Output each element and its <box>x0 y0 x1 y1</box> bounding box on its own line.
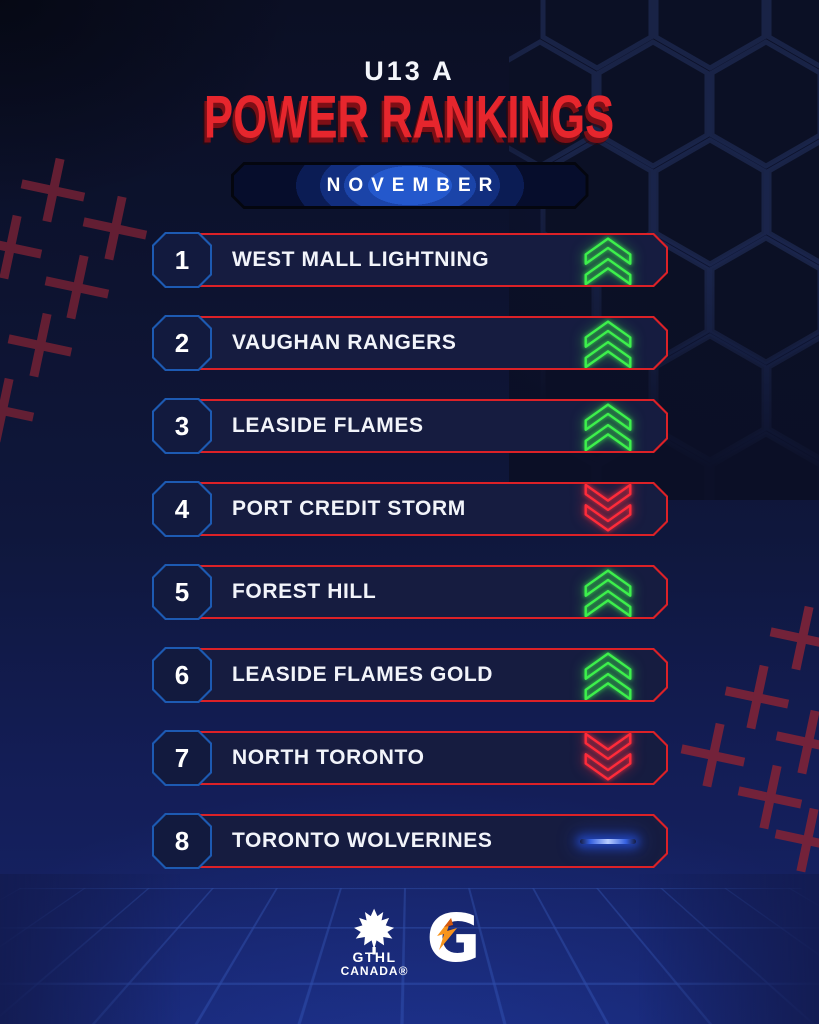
ranking-row: FOREST HILL 5 <box>152 565 668 619</box>
ranking-row-bar: WEST MALL LIGHTNING <box>180 233 668 287</box>
ranking-row-bar: VAUGHAN RANGERS <box>180 316 668 370</box>
ranking-row-bar: TORONTO WOLVERINES <box>180 814 668 868</box>
rank-number-box: 1 <box>152 232 212 288</box>
rank-number: 8 <box>174 825 190 856</box>
ranking-row-bar-inner: VAUGHAN RANGERS <box>182 318 666 368</box>
ranking-row-bar: FOREST HILL <box>180 565 668 619</box>
rank-number-box-inner: 2 <box>154 317 210 369</box>
no-change-icon <box>580 815 636 867</box>
lightning-bolt-icon <box>437 918 458 950</box>
rank-number-box: 2 <box>152 315 212 371</box>
team-name: LEASIDE FLAMES <box>232 414 424 437</box>
rank-number-box-inner: 5 <box>154 566 210 618</box>
ranking-row: LEASIDE FLAMES GOLD 6 <box>152 648 668 702</box>
team-name: LEASIDE FLAMES GOLD <box>232 663 494 686</box>
perspective-grid <box>0 874 819 888</box>
ranking-row: VAUGHAN RANGERS 2 <box>152 316 668 370</box>
rank-number-box-inner: 7 <box>154 732 210 784</box>
rank-number-box: 5 <box>152 564 212 620</box>
rank-number: 2 <box>174 327 190 358</box>
month-label: NOVEMBER <box>326 174 501 196</box>
plus-decoration <box>764 600 819 676</box>
rank-number: 1 <box>174 244 190 275</box>
rank-number: 7 <box>174 742 190 773</box>
canada-text: CANADA® <box>340 964 409 978</box>
up-trend-icon <box>580 649 636 701</box>
gthl-text: GTHL <box>352 949 397 965</box>
team-name: WEST MALL LIGHTNING <box>232 248 490 271</box>
gatorade-logo: G <box>426 900 480 978</box>
maple-leaf-icon <box>354 908 395 955</box>
month-badge: NOVEMBER <box>231 162 589 209</box>
rank-number-box-inner: 3 <box>154 400 210 452</box>
team-name: NORTH TORONTO <box>232 746 425 769</box>
ranking-row-bar: LEASIDE FLAMES GOLD <box>180 648 668 702</box>
rank-number-box: 6 <box>152 647 212 703</box>
ranking-row: WEST MALL LIGHTNING 1 <box>152 233 668 287</box>
ranking-row-bar: PORT CREDIT STORM <box>180 482 668 536</box>
rank-number: 4 <box>174 493 190 524</box>
rank-number-box: 4 <box>152 481 212 537</box>
up-trend-icon <box>580 566 636 618</box>
down-trend-icon <box>580 483 636 535</box>
footer-logos: GTHL CANADA® G <box>341 900 481 978</box>
gatorade-g-letter: G <box>426 900 481 977</box>
rank-number: 6 <box>174 659 190 690</box>
up-trend-icon <box>580 234 636 286</box>
ranking-row-bar-inner: NORTH TORONTO <box>182 733 666 783</box>
rank-number-box-inner: 1 <box>154 234 210 286</box>
ranking-row-bar-inner: FOREST HILL <box>182 567 666 617</box>
ranking-row-bar-inner: WEST MALL LIGHTNING <box>182 235 666 285</box>
team-name: VAUGHAN RANGERS <box>232 331 457 354</box>
plus-decoration <box>2 307 78 383</box>
ranking-row: TORONTO WOLVERINES 8 <box>152 814 668 868</box>
gthl-canada-logo: GTHL CANADA® <box>341 907 409 977</box>
month-badge-inner: NOVEMBER <box>234 165 586 206</box>
team-name: FOREST HILL <box>232 580 377 603</box>
rank-number: 3 <box>174 410 190 441</box>
down-trend-icon <box>580 732 636 784</box>
ranking-row: LEASIDE FLAMES 3 <box>152 399 668 453</box>
ranking-row: NORTH TORONTO 7 <box>152 731 668 785</box>
division-title: U13 A <box>364 56 455 86</box>
rank-number-box-inner: 4 <box>154 483 210 535</box>
plus-decoration <box>15 152 91 228</box>
page-title: POWER RANKINGS <box>204 84 615 152</box>
ranking-row-bar: LEASIDE FLAMES <box>180 399 668 453</box>
plus-decoration <box>0 372 40 448</box>
rank-number-box-inner: 6 <box>154 649 210 701</box>
ranking-row-bar-inner: PORT CREDIT STORM <box>182 484 666 534</box>
team-name: PORT CREDIT STORM <box>232 497 466 520</box>
rank-number: 5 <box>174 576 190 607</box>
rank-number-box: 8 <box>152 813 212 869</box>
team-name: TORONTO WOLVERINES <box>232 829 493 852</box>
up-trend-icon <box>580 317 636 369</box>
up-trend-icon <box>580 400 636 452</box>
rank-number-box-inner: 8 <box>154 815 210 867</box>
ranking-row-bar: NORTH TORONTO <box>180 731 668 785</box>
plus-decoration <box>0 209 48 285</box>
rank-number-box: 7 <box>152 730 212 786</box>
rank-number-box: 3 <box>152 398 212 454</box>
ranking-row: PORT CREDIT STORM 4 <box>152 482 668 536</box>
ranking-row-bar-inner: LEASIDE FLAMES <box>182 401 666 451</box>
ranking-row-bar-inner: LEASIDE FLAMES GOLD <box>182 650 666 700</box>
ranking-row-bar-inner: TORONTO WOLVERINES <box>182 816 666 866</box>
plus-decoration <box>77 190 153 266</box>
